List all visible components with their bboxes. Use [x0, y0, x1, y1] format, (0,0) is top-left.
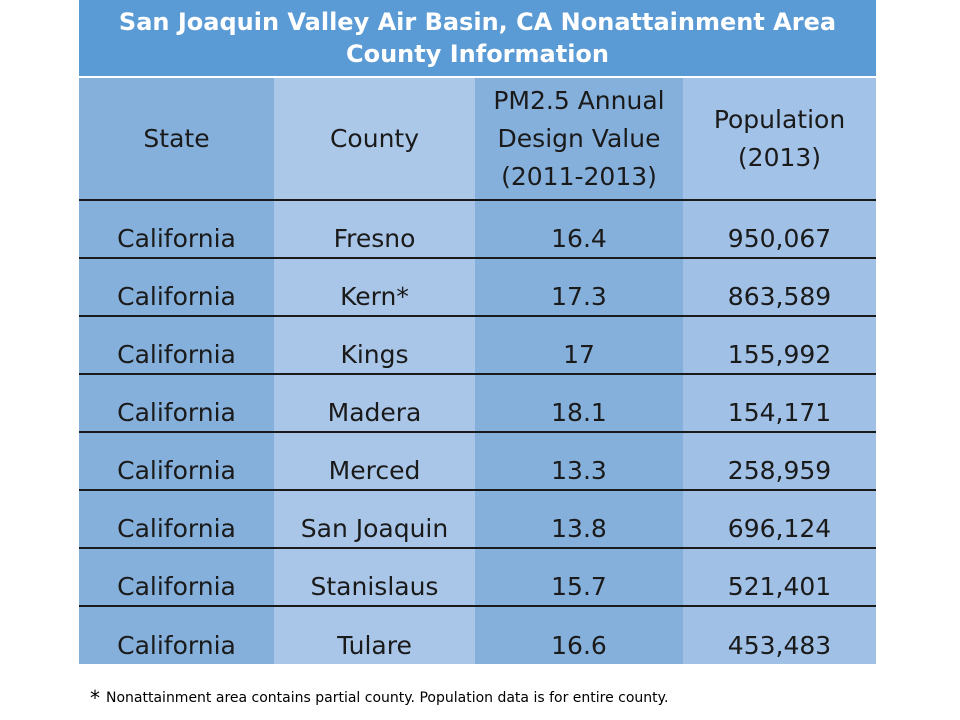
cell-population: 696,124: [683, 490, 876, 549]
header-state: State: [79, 78, 274, 201]
cell-state: California: [79, 374, 274, 433]
cell-state: California: [79, 258, 274, 317]
header-design-value-line-3: (2011-2013): [501, 161, 657, 191]
cell-design-value: 16.4: [475, 200, 683, 259]
header-design-value-line-2: Design Value: [497, 123, 661, 153]
table-title: San Joaquin Valley Air Basin, CA Nonatta…: [79, 0, 876, 78]
cell-population: 521,401: [683, 548, 876, 607]
table-row: California Madera 18.1 154,171: [79, 374, 876, 433]
cell-population: 950,067: [683, 200, 876, 259]
table-title-line-1: San Joaquin Valley Air Basin, CA Nonatta…: [118, 8, 837, 36]
table-row: California Fresno 16.4 950,067: [79, 200, 876, 259]
cell-population: 863,589: [683, 258, 876, 317]
cell-state: California: [79, 490, 274, 549]
cell-county: San Joaquin: [274, 490, 475, 549]
cell-design-value: 13.3: [475, 432, 683, 491]
cell-state: California: [79, 200, 274, 259]
header-design-value: PM2.5 Annual Design Value (2011-2013): [475, 78, 683, 201]
cell-design-value: 15.7: [475, 548, 683, 607]
header-design-value-line-1: PM2.5 Annual: [493, 85, 665, 115]
cell-design-value: 18.1: [475, 374, 683, 433]
cell-state: California: [79, 316, 274, 375]
cell-county: Tulare: [274, 606, 475, 664]
cell-county: Stanislaus: [274, 548, 475, 607]
table-row: California San Joaquin 13.8 696,124: [79, 490, 876, 549]
header-population-line-2: (2013): [737, 142, 822, 172]
footnote-marker: *: [90, 686, 100, 710]
county-table: State County PM2.5 Annual Design Value (…: [79, 78, 876, 664]
cell-county: Madera: [274, 374, 475, 433]
cell-county: Kings: [274, 316, 475, 375]
cell-design-value: 16.6: [475, 606, 683, 664]
cell-county: Kern*: [274, 258, 475, 317]
cell-county: Merced: [274, 432, 475, 491]
table-title-line-2: County Information: [345, 40, 609, 68]
cell-population: 258,959: [683, 432, 876, 491]
footnote-text: Nonattainment area contains partial coun…: [106, 690, 669, 706]
header-county: County: [274, 78, 475, 201]
table-row: California Tulare 16.6 453,483: [79, 606, 876, 664]
table-row: California Stanislaus 15.7 521,401: [79, 548, 876, 607]
cell-population: 155,992: [683, 316, 876, 375]
table-row: California Kings 17 155,992: [79, 316, 876, 375]
table-header-row: State County PM2.5 Annual Design Value (…: [79, 78, 876, 201]
cell-state: California: [79, 548, 274, 607]
header-population-line-1: Population: [713, 104, 846, 134]
cell-design-value: 17: [475, 316, 683, 375]
cell-design-value: 17.3: [475, 258, 683, 317]
cell-state: California: [79, 606, 274, 664]
cell-population: 154,171: [683, 374, 876, 433]
table-row: California Kern* 17.3 863,589: [79, 258, 876, 317]
cell-design-value: 13.8: [475, 490, 683, 549]
table-row: California Merced 13.3 258,959: [79, 432, 876, 491]
cell-state: California: [79, 432, 274, 491]
county-table-container: San Joaquin Valley Air Basin, CA Nonatta…: [79, 0, 876, 664]
header-population: Population (2013): [683, 78, 876, 201]
footnote: * Nonattainment area contains partial cou…: [90, 686, 668, 710]
cell-population: 453,483: [683, 606, 876, 664]
cell-county: Fresno: [274, 200, 475, 259]
